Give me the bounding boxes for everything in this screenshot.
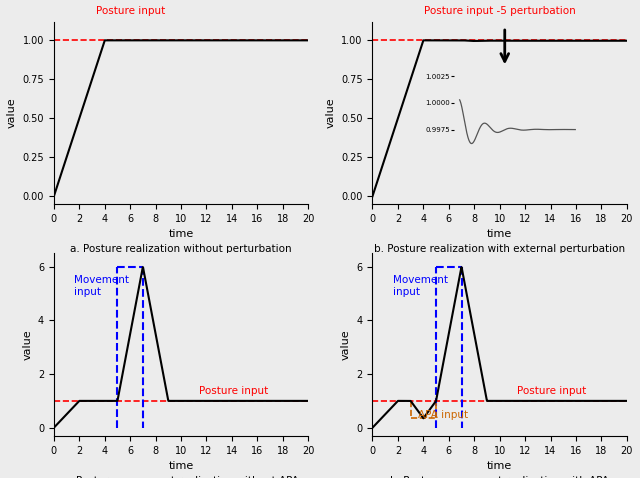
Text: Movement
input: Movement input <box>74 275 129 297</box>
Text: Movement
input: Movement input <box>393 275 448 297</box>
X-axis label: time: time <box>168 229 194 239</box>
Text: a. Posture realization without perturbation: a. Posture realization without perturbat… <box>70 244 292 254</box>
Y-axis label: value: value <box>7 98 17 128</box>
Text: Posture input: Posture input <box>518 386 587 396</box>
Y-axis label: value: value <box>326 98 335 128</box>
Text: b. Posture-movement realization with APA: b. Posture-movement realization with APA <box>390 476 609 478</box>
Text: APA input: APA input <box>419 410 468 420</box>
X-axis label: time: time <box>487 461 512 471</box>
Text: Posture input -5 perturbation: Posture input -5 perturbation <box>424 6 575 16</box>
Y-axis label: value: value <box>341 329 351 360</box>
Text: b. Posture realization with external perturbation: b. Posture realization with external per… <box>374 244 625 254</box>
Text: a. Posture-movement realization without APA: a. Posture-movement realization without … <box>63 476 299 478</box>
Y-axis label: value: value <box>22 329 32 360</box>
X-axis label: time: time <box>168 461 194 471</box>
X-axis label: time: time <box>487 229 512 239</box>
Text: Posture input: Posture input <box>95 6 164 16</box>
Text: Posture input: Posture input <box>199 386 268 396</box>
